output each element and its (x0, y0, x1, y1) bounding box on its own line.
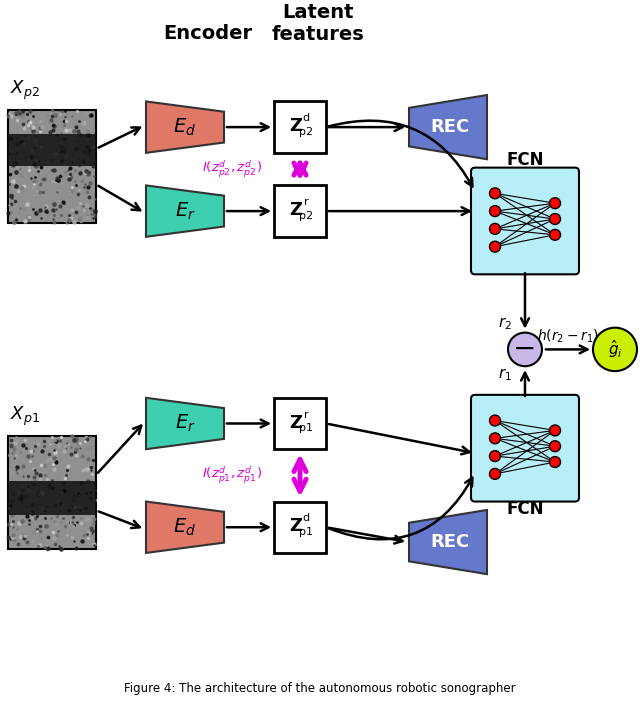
Circle shape (550, 425, 561, 436)
Text: p2: p2 (299, 211, 313, 221)
Text: d: d (303, 513, 310, 523)
Polygon shape (146, 398, 224, 449)
Text: d: d (303, 113, 310, 124)
FancyBboxPatch shape (471, 395, 579, 501)
Text: FCN: FCN (506, 151, 544, 169)
Text: $r_1$: $r_1$ (498, 367, 512, 383)
FancyBboxPatch shape (274, 501, 326, 553)
Text: FCN: FCN (506, 501, 544, 518)
FancyBboxPatch shape (8, 110, 96, 224)
Circle shape (490, 433, 500, 444)
Circle shape (550, 457, 561, 467)
FancyBboxPatch shape (274, 102, 326, 153)
Text: r: r (304, 197, 308, 207)
Text: p2: p2 (299, 127, 313, 137)
Text: p1: p1 (299, 527, 313, 537)
Text: Z: Z (289, 518, 303, 535)
Polygon shape (146, 185, 224, 237)
Text: $E_r$: $E_r$ (175, 413, 195, 434)
Polygon shape (409, 95, 487, 159)
Text: REC: REC (430, 533, 470, 551)
FancyBboxPatch shape (274, 185, 326, 237)
Circle shape (550, 441, 561, 452)
Circle shape (550, 198, 561, 209)
Text: Z: Z (289, 413, 303, 432)
Text: $I(z^d_{p1},z^d_{p1})$: $I(z^d_{p1},z^d_{p1})$ (202, 465, 262, 486)
Text: $\hat{g}_i$: $\hat{g}_i$ (607, 339, 622, 361)
Text: $E_d$: $E_d$ (173, 116, 196, 138)
Polygon shape (146, 501, 224, 553)
Circle shape (550, 229, 561, 240)
Text: $X_{p1}$: $X_{p1}$ (10, 405, 40, 428)
Text: $r_2$: $r_2$ (498, 315, 512, 332)
Circle shape (490, 188, 500, 199)
FancyBboxPatch shape (274, 398, 326, 449)
Polygon shape (146, 102, 224, 153)
Text: −: − (513, 334, 536, 362)
Text: Z: Z (289, 201, 303, 219)
FancyBboxPatch shape (471, 168, 579, 274)
Text: $I(z^d_{p2},z^d_{p2})$: $I(z^d_{p2},z^d_{p2})$ (202, 158, 262, 180)
Circle shape (550, 214, 561, 224)
Text: $E_r$: $E_r$ (175, 200, 195, 222)
FancyBboxPatch shape (8, 436, 96, 550)
Text: p1: p1 (299, 423, 313, 433)
Circle shape (490, 451, 500, 462)
Text: r: r (304, 410, 308, 420)
Text: Encoder: Encoder (163, 23, 253, 43)
Text: $E_d$: $E_d$ (173, 517, 196, 538)
Text: Latent
features: Latent features (271, 4, 364, 43)
Circle shape (490, 224, 500, 234)
FancyBboxPatch shape (8, 481, 96, 515)
Circle shape (490, 206, 500, 217)
Circle shape (490, 241, 500, 252)
Text: $h(r_2-r_1)$: $h(r_2-r_1)$ (536, 328, 598, 345)
Text: $X_{p2}$: $X_{p2}$ (10, 79, 40, 102)
Polygon shape (409, 510, 487, 574)
Text: REC: REC (430, 118, 470, 136)
Circle shape (508, 332, 542, 366)
Circle shape (490, 469, 500, 479)
Circle shape (593, 328, 637, 371)
Text: Z: Z (289, 117, 303, 135)
Text: Figure 4: The architecture of the autonomous robotic sonographer: Figure 4: The architecture of the autono… (124, 682, 516, 695)
Circle shape (490, 415, 500, 426)
FancyBboxPatch shape (8, 133, 96, 165)
